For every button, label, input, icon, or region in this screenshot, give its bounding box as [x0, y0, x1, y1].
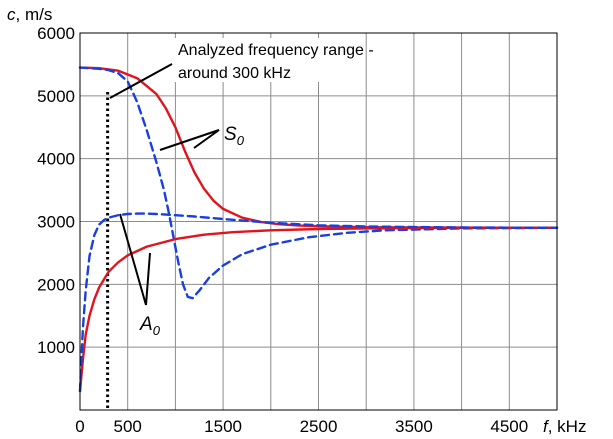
- plot-frame: [79, 32, 558, 411]
- y-axis-unit: , m/s: [16, 5, 53, 24]
- y-tick-labels: 1000 2000 3000 4000 5000 6000: [37, 24, 75, 357]
- x-tick-label: 500: [114, 417, 142, 436]
- y-tick-label: 4000: [37, 150, 75, 169]
- y-axis-variable: c: [7, 5, 16, 24]
- y-tick-label: 1000: [37, 338, 75, 357]
- s0-leader-to-dashed: [159, 129, 220, 151]
- a0-letter: A: [139, 314, 153, 335]
- grid-lines: [80, 33, 557, 410]
- a0-leader-to-solid: [145, 252, 151, 306]
- x-tick-label: 3500: [395, 417, 433, 436]
- a0-solid-curve: [78, 226, 559, 393]
- range-note-line1: Analyzed frequency range -: [178, 42, 374, 59]
- a0-mode-label: A0: [139, 314, 161, 338]
- x-tick-label: 0: [75, 417, 84, 436]
- s0-mode-label: S0: [224, 124, 245, 148]
- y-tick-label: 3000: [37, 213, 75, 232]
- a0-dashed-curve: [78, 212, 559, 393]
- s0-letter: S: [224, 124, 237, 145]
- x-tick-label: 4500: [490, 417, 528, 436]
- y-tick-label: 5000: [37, 87, 75, 106]
- x-tick-label: 2500: [300, 417, 338, 436]
- y-tick-label: 6000: [37, 24, 75, 43]
- a0-leader-to-dashed: [119, 213, 147, 306]
- series-group: [78, 66, 559, 393]
- range-note-leader: [109, 63, 173, 99]
- range-note-line2: around 300 kHz: [178, 65, 291, 82]
- x-tick-label: 1500: [204, 417, 242, 436]
- x-tick-labels: 0 500 1500 2500 3500 4500: [75, 417, 528, 436]
- s0-dashed-curve: [78, 66, 559, 300]
- x-axis-label: f, kHz: [543, 417, 586, 436]
- s0-subscript: 0: [237, 133, 245, 148]
- a0-subscript: 0: [153, 323, 161, 338]
- range-note-background: [174, 38, 364, 82]
- s0-leader-to-solid: [193, 129, 220, 149]
- y-axis-label: c, m/s: [7, 5, 52, 24]
- x-axis-variable: f: [543, 417, 550, 436]
- x-axis-unit: , kHz: [548, 417, 587, 436]
- y-tick-label: 2000: [37, 275, 75, 294]
